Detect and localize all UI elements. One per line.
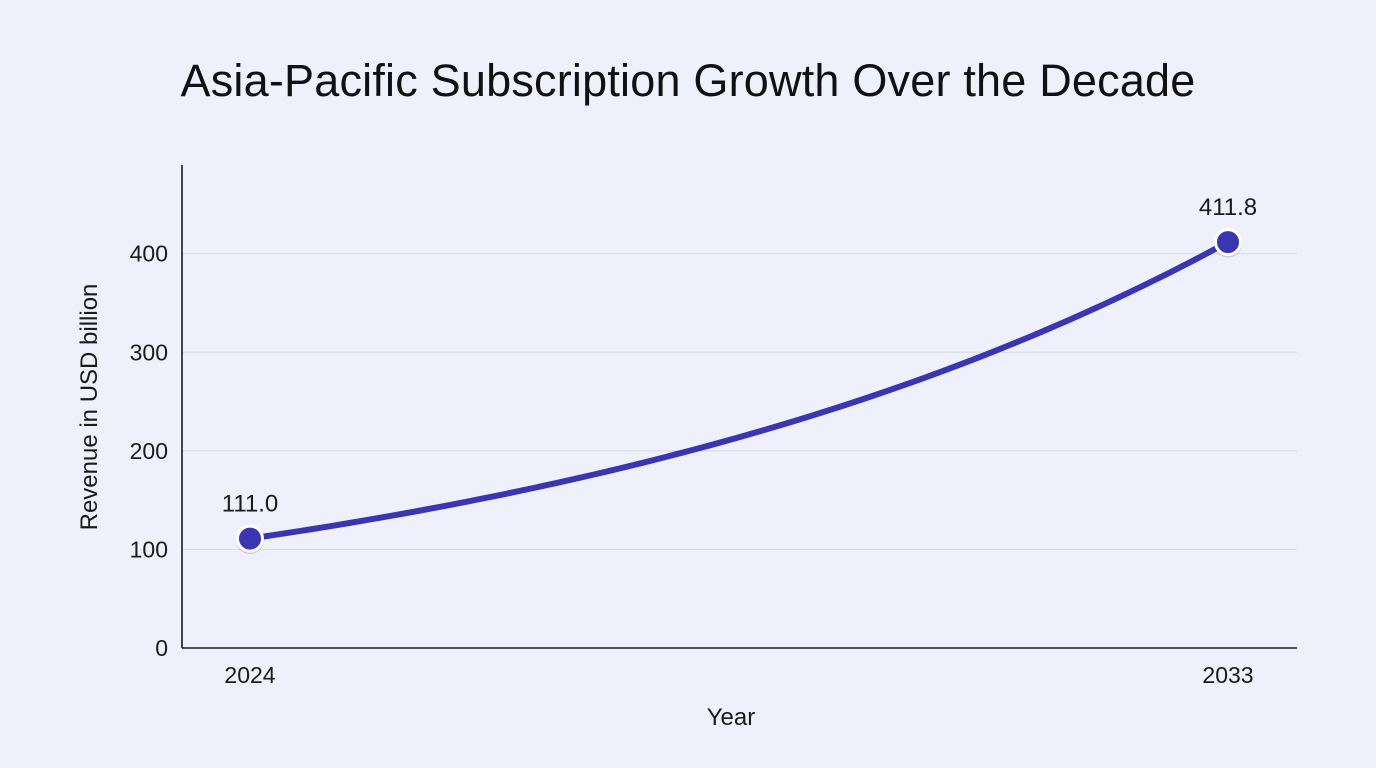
data-labels: 111.0 411.8 <box>222 194 1257 518</box>
x-tick-label: 2033 <box>1202 662 1253 688</box>
axes <box>181 165 1297 649</box>
data-label: 411.8 <box>1199 194 1257 221</box>
grid-lines <box>182 253 1297 551</box>
x-tick-label: 2024 <box>224 662 275 688</box>
y-tick-label: 200 <box>130 438 168 464</box>
x-axis-title: Year <box>707 704 756 731</box>
y-tick-label: 400 <box>130 241 168 267</box>
y-tick-label: 0 <box>155 635 168 661</box>
data-point <box>1214 228 1242 257</box>
chart-title: Asia-Pacific Subscription Growth Over th… <box>180 55 1196 106</box>
y-tick-label: 300 <box>130 339 168 365</box>
x-tick-labels: 2024 2033 <box>224 662 1253 688</box>
series-line <box>247 239 1231 542</box>
data-point <box>236 524 264 553</box>
y-tick-labels: 0 100 200 300 400 <box>130 241 168 661</box>
series-layer <box>236 228 1242 555</box>
y-axis-title: Revenue in USD billion <box>76 284 103 531</box>
y-tick-label: 100 <box>130 536 168 562</box>
data-label: 111.0 <box>222 491 279 518</box>
